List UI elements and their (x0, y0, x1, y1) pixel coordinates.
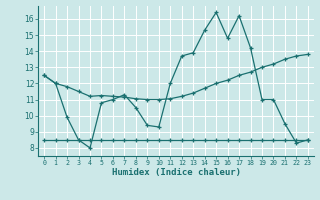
X-axis label: Humidex (Indice chaleur): Humidex (Indice chaleur) (111, 168, 241, 177)
